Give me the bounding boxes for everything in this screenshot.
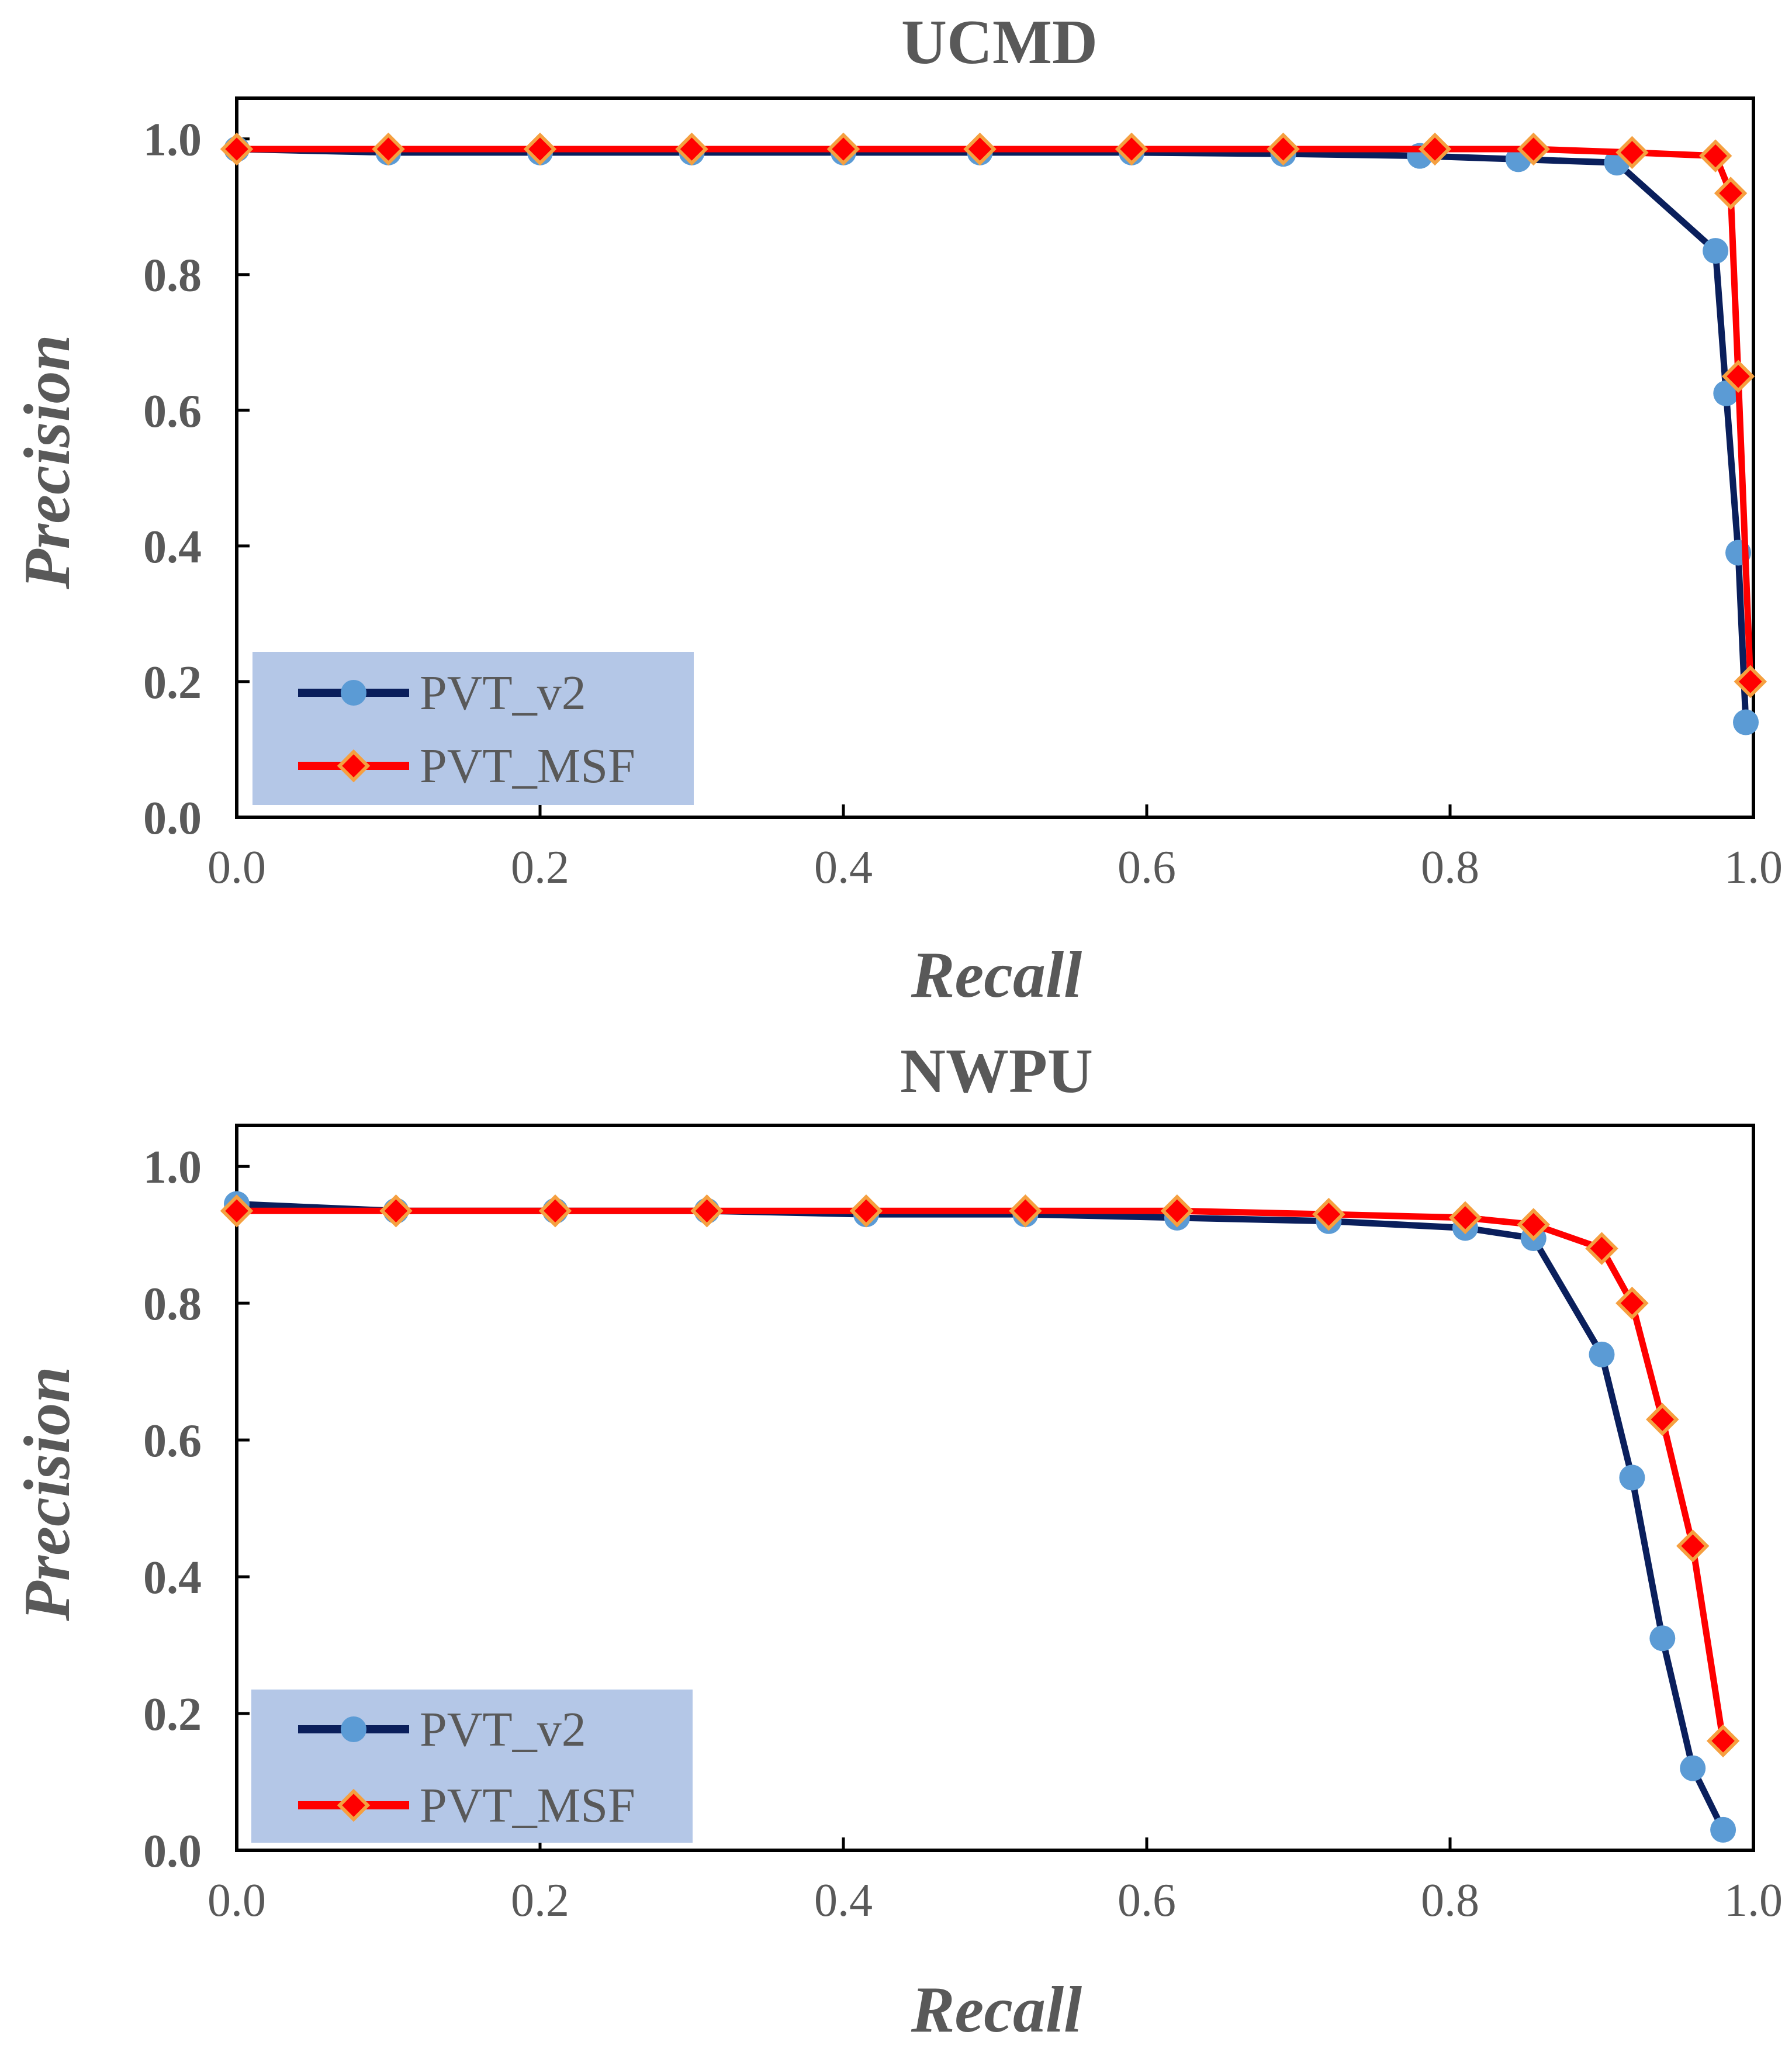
y-tick-label: 0.0 xyxy=(143,1826,202,1877)
y-tick-label: 1.0 xyxy=(143,115,202,166)
data-point-pvt-v2 xyxy=(1649,1625,1676,1652)
axis-ticks xyxy=(235,1165,1755,1852)
y-tick-label: 0.0 xyxy=(143,793,202,844)
data-point-pvt-msf xyxy=(1009,1194,1042,1228)
data-point-pvt-msf xyxy=(372,132,405,166)
data-point-pvt-msf xyxy=(1585,1232,1618,1265)
series-pvt-msf xyxy=(220,1194,1740,1758)
y-tick-label: 0.8 xyxy=(143,250,202,302)
data-point-pvt-msf xyxy=(1448,1201,1482,1235)
legend-box xyxy=(251,1690,693,1843)
y-tick-label: 0.8 xyxy=(143,1279,202,1330)
legend-label-pvt-v2: PVT_v2 xyxy=(420,666,586,720)
legend-marker-pvt-msf xyxy=(337,1788,371,1822)
data-point-pvt-msf xyxy=(379,1194,413,1228)
data-point-pvt-msf xyxy=(849,1194,883,1228)
data-point-pvt-msf xyxy=(1615,136,1649,170)
x-tick-label: 0.6 xyxy=(1118,1875,1176,1926)
y-tick-labels: 0.0 0.2 0.4 0.6 0.8 1.0 xyxy=(143,1142,202,1877)
chart-ucmd: UCMD 0.0 0.2 0.4 0.6 0.8 1.0 0.0 0.2 0.4 0.6 0.8 1… xyxy=(11,8,1783,1011)
x-tick-label: 0.8 xyxy=(1421,1875,1479,1926)
x-tick-label: 1.0 xyxy=(1724,842,1783,893)
series-layer xyxy=(220,1191,1740,1843)
data-point-pvt-msf xyxy=(963,132,997,166)
x-tick-label: 0.4 xyxy=(814,1875,873,1926)
data-point-pvt-msf xyxy=(1698,139,1732,172)
chart-title: NWPU xyxy=(900,1037,1093,1106)
data-point-pvt-v2 xyxy=(1619,1464,1645,1491)
y-tick-label: 0.2 xyxy=(143,657,202,709)
legend-label-pvt-msf: PVT_MSF xyxy=(420,1778,635,1833)
data-point-pvt-msf xyxy=(1706,1724,1740,1758)
x-axis-label: Recall xyxy=(911,939,1082,1011)
x-axis-label: Recall xyxy=(911,1974,1082,2046)
legend-label-pvt-v2: PVT_v2 xyxy=(420,1702,586,1757)
data-point-pvt-msf xyxy=(1418,132,1452,166)
y-tick-label: 0.6 xyxy=(143,1415,202,1467)
x-tick-label: 0.2 xyxy=(511,842,569,893)
axis-ticks xyxy=(235,137,1755,819)
x-tick-label: 0.2 xyxy=(511,1875,569,1926)
x-tick-labels: 0.0 0.2 0.4 0.6 0.8 1.0 xyxy=(207,842,1783,893)
x-tick-label: 0.4 xyxy=(814,842,873,893)
data-point-pvt-v2 xyxy=(1703,238,1729,264)
legend: PVT_v2 PVT_MSF xyxy=(252,652,694,805)
data-point-pvt-msf xyxy=(1517,132,1550,166)
legend-marker-pvt-v2 xyxy=(341,1716,366,1742)
data-point-pvt-msf xyxy=(1714,177,1748,210)
legend-label-pvt-msf: PVT_MSF xyxy=(420,739,635,793)
legend-marker-pvt-v2 xyxy=(341,680,366,706)
legend: PVT_v2 PVT_MSF xyxy=(251,1690,693,1843)
data-point-pvt-msf xyxy=(523,132,557,166)
data-point-pvt-msf xyxy=(1615,1286,1649,1320)
y-axis-label: Precision xyxy=(11,1366,84,1622)
y-tick-label: 0.6 xyxy=(143,386,202,437)
legend-marker-pvt-msf xyxy=(337,749,371,783)
y-tick-labels: 0.0 0.2 0.4 0.6 0.8 1.0 xyxy=(143,115,202,844)
data-point-pvt-msf xyxy=(1676,1529,1710,1563)
data-point-pvt-msf xyxy=(826,132,860,166)
data-point-pvt-v2 xyxy=(1680,1755,1706,1781)
data-point-pvt-msf xyxy=(1646,1402,1679,1436)
data-point-pvt-msf xyxy=(675,132,708,166)
data-point-pvt-msf xyxy=(538,1194,572,1228)
y-tick-label: 0.4 xyxy=(143,1552,202,1604)
y-axis-label: Precision xyxy=(11,334,84,590)
data-point-pvt-msf xyxy=(1267,132,1300,166)
chart-nwpu: NWPU 0.0 0.2 0.4 0.6 0.8 1.0 0.0 0.2 0.4 0.6 0.8 1… xyxy=(11,1037,1783,2046)
data-point-pvt-v2 xyxy=(1733,709,1759,735)
x-tick-label: 0.8 xyxy=(1421,842,1479,893)
series-pvt-msf xyxy=(220,132,1767,699)
chart-title: UCMD xyxy=(901,8,1098,77)
x-tick-label: 0.0 xyxy=(207,842,266,893)
data-point-pvt-msf xyxy=(1721,360,1755,393)
series-layer xyxy=(220,132,1767,735)
data-point-pvt-msf xyxy=(220,1194,254,1228)
y-tick-label: 1.0 xyxy=(143,1142,202,1193)
data-point-pvt-v2 xyxy=(1589,1341,1615,1367)
data-point-pvt-msf xyxy=(690,1194,724,1228)
data-point-pvt-msf xyxy=(1115,132,1148,166)
x-tick-label: 0.6 xyxy=(1118,842,1176,893)
data-point-pvt-msf xyxy=(220,132,254,166)
x-tick-label: 1.0 xyxy=(1724,1875,1783,1926)
data-point-pvt-msf xyxy=(1312,1197,1345,1231)
y-tick-label: 0.4 xyxy=(143,521,202,573)
data-point-pvt-v2 xyxy=(1710,1816,1736,1843)
x-tick-label: 0.0 xyxy=(207,1875,266,1926)
legend-box xyxy=(252,652,694,805)
data-point-pvt-msf xyxy=(1160,1194,1194,1228)
data-point-pvt-msf xyxy=(1517,1208,1550,1241)
data-point-pvt-msf xyxy=(1734,665,1767,699)
x-tick-labels: 0.0 0.2 0.4 0.6 0.8 1.0 xyxy=(207,1875,1783,1926)
y-tick-label: 0.2 xyxy=(143,1689,202,1740)
